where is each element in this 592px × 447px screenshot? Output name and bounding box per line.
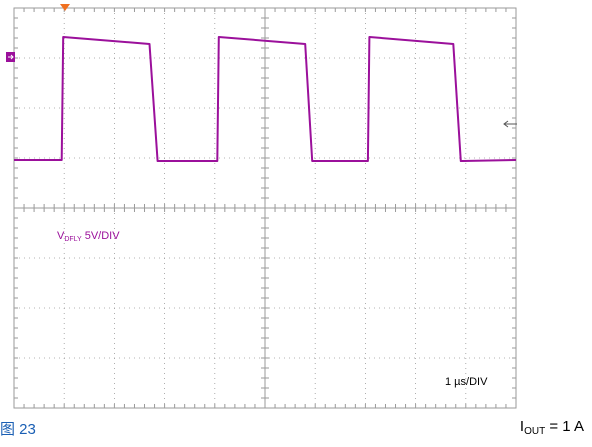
trigger-level-marker (503, 120, 517, 128)
condition-rest: = 1 A (545, 418, 584, 435)
condition-main: I (519, 418, 525, 435)
trigger-position-marker (60, 4, 70, 11)
figure-caption: 图 23 (0, 421, 36, 438)
time-base-label: 1 µs/DIV (445, 376, 488, 388)
channel-label-sub: DFLY (64, 236, 82, 243)
channel-label-scale: 5V/DIV (85, 230, 121, 242)
channel-ground-arrow (8, 54, 14, 60)
channel-label: VDFLY 5V/DIV (57, 230, 120, 243)
scope-grid (13, 7, 517, 409)
channel-label-main: V (57, 230, 65, 242)
vdfly-trace (14, 36, 517, 162)
condition-sub: OUT (524, 426, 546, 437)
scope-markers (6, 4, 517, 128)
condition-label: IOUT = 1 A (520, 418, 584, 437)
